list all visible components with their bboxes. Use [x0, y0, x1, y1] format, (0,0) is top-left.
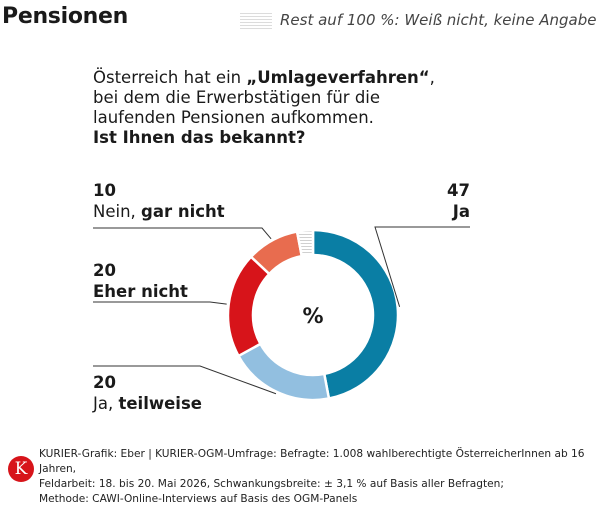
label-eher-nicht-text: Eher nicht	[93, 282, 188, 301]
label-teilweise-bold: teilweise	[118, 394, 202, 413]
question-term: „Umlageverfahren“	[246, 68, 430, 87]
question-suffix: , bei dem die Erwerbstätigen für die lau…	[93, 68, 435, 127]
hatched-swatch-icon	[240, 11, 272, 29]
leader-line-ja	[374, 226, 470, 307]
leader-line-eher-nicht	[93, 301, 227, 305]
label-teilweise-value: 20	[93, 373, 116, 392]
question-prefix: Österreich hat ein	[93, 68, 247, 87]
label-ja-text: Ja	[452, 202, 470, 221]
label-eher-nicht: 20 Eher nicht	[93, 260, 188, 302]
rest-legend: Rest auf 100 %: Weiß nicht, keine Angabe	[240, 10, 596, 30]
leader-line-gar-nicht	[93, 227, 272, 240]
label-gar-nicht: 10 Nein, gar nicht	[93, 180, 225, 222]
label-gar-nicht-prefix: Nein,	[93, 202, 142, 221]
center-percent-symbol: %	[302, 304, 323, 328]
slice-eher-nicht	[226, 255, 272, 358]
rest-legend-text: Rest auf 100 %: Weiß nicht, keine Angabe	[280, 11, 597, 29]
leader-line-teilweise	[93, 365, 277, 395]
slice-ja-teilweise	[236, 342, 331, 402]
kurier-logo: K	[8, 456, 34, 482]
source-line: Methode: CAWI-Online-Interviews auf Basi…	[39, 493, 358, 505]
source-line: KURIER-Grafik: Eber | KURIER-OGM-Umfrage…	[39, 448, 585, 475]
source-note: KURIER-Grafik: Eber | KURIER-OGM-Umfrage…	[39, 447, 614, 507]
label-teilweise-prefix: Ja,	[93, 394, 119, 413]
label-ja-value: 47	[447, 181, 470, 200]
chart-title: Pensionen	[2, 4, 129, 29]
slice-ja	[311, 228, 400, 400]
label-ja: 47 Ja	[447, 180, 470, 222]
label-eher-nicht-value: 20	[93, 261, 116, 280]
source-line: Feldarbeit: 18. bis 20. Mai 2026, Schwan…	[39, 478, 504, 490]
slice-weiss-nicht	[295, 228, 315, 258]
label-gar-nicht-value: 10	[93, 181, 116, 200]
label-teilweise: 20 Ja, teilweise	[93, 372, 202, 414]
survey-question: Österreich hat ein „Umlageverfahren“, be…	[93, 68, 453, 148]
label-gar-nicht-bold: gar nicht	[141, 202, 225, 221]
question-bold: Ist Ihnen das bekannt?	[93, 128, 306, 147]
